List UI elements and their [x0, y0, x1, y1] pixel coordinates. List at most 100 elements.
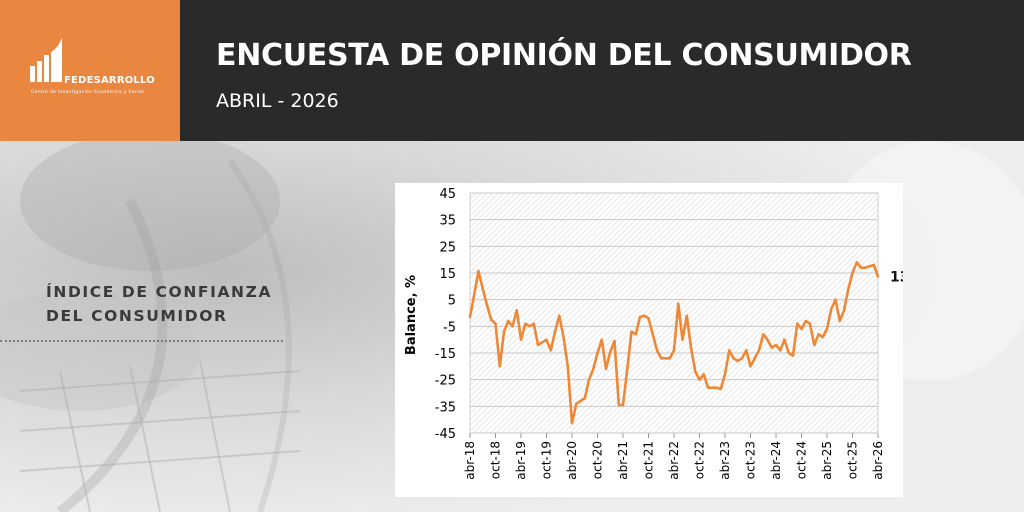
header-bar: FEDESARROLLO Centro de Investigación Eco… [0, 0, 1024, 141]
data-point [613, 339, 616, 343]
data-point [791, 354, 795, 357]
section-label-line1: ÍNDICE DE CONFIANZA [46, 283, 273, 301]
data-point [732, 357, 735, 360]
last-value-label: 13,7 [890, 269, 903, 285]
data-point [485, 303, 489, 307]
data-point [647, 317, 650, 320]
data-point [468, 315, 472, 319]
data-point [626, 367, 629, 371]
data-point [813, 343, 816, 347]
chart-card: 45 35 25 15 5 -5 -15 -25 -35 -45 abr-18 oct-18 abr-… [395, 183, 903, 497]
data-point [864, 266, 867, 269]
data-point [783, 338, 786, 341]
data-point [579, 399, 582, 403]
y-tick-label: 35 [439, 214, 456, 229]
data-point [838, 319, 841, 323]
data-point [515, 309, 518, 312]
x-axis: abr-18 oct-18 abr-19 oct-19 abr-20 oct-20 abr-… [463, 433, 885, 480]
data-point [545, 338, 548, 341]
x-tick-label: oct-25 [846, 441, 860, 479]
x-tick-label: abr-23 [718, 441, 732, 480]
x-tick-label: abr-26 [871, 441, 885, 480]
data-point [553, 330, 557, 333]
data-point [685, 314, 688, 317]
plot-area [470, 193, 878, 433]
data-point [660, 357, 663, 360]
data-point [830, 307, 833, 311]
data-point [562, 335, 565, 339]
x-tick-label: abr-22 [667, 441, 681, 480]
data-point [800, 327, 803, 331]
data-point [817, 333, 820, 336]
data-point [600, 338, 603, 341]
data-point [621, 403, 625, 407]
data-point [528, 325, 531, 328]
data-point [511, 325, 514, 328]
data-point [604, 367, 608, 371]
data-point [494, 322, 497, 325]
data-point [715, 386, 718, 389]
data-point [736, 359, 739, 363]
y-tick-label: -15 [435, 347, 456, 362]
data-point [473, 293, 476, 296]
data-point [876, 275, 880, 278]
data-point [549, 349, 552, 352]
data-point [842, 309, 846, 312]
brand-name: FEDESARROLLO [64, 75, 155, 86]
data-point [851, 271, 854, 275]
x-tick-label: oct-18 [489, 441, 503, 479]
data-point [872, 263, 875, 267]
data-point [490, 318, 493, 321]
data-point [745, 349, 748, 352]
data-point [609, 350, 612, 353]
data-point [694, 370, 697, 373]
data-point [689, 346, 693, 349]
data-point [855, 261, 858, 264]
x-tick-label: abr-24 [769, 441, 783, 480]
data-point [507, 319, 510, 323]
data-point [668, 357, 671, 360]
data-point [587, 378, 591, 381]
data-point [681, 338, 684, 341]
y-axis-label: Balance, % [404, 275, 419, 355]
data-point [808, 322, 812, 325]
data-point [766, 338, 769, 341]
series-points [468, 261, 880, 425]
data-point [702, 373, 705, 376]
x-tick-label: abr-19 [514, 441, 528, 480]
data-point [651, 333, 654, 336]
data-point [728, 349, 731, 352]
y-tick-label: 5 [448, 294, 456, 309]
data-point [541, 341, 544, 344]
data-point [583, 397, 586, 400]
y-tick-label: -35 [435, 400, 456, 415]
x-tick-label: abr-25 [820, 441, 834, 480]
data-point [804, 319, 807, 323]
data-point [796, 322, 799, 325]
data-point [774, 343, 778, 347]
data-point [821, 335, 824, 339]
data-point [477, 269, 480, 273]
x-tick-label: oct-20 [591, 441, 605, 479]
x-tick-label: abr-20 [565, 441, 579, 480]
data-point [524, 322, 527, 325]
x-tick-label: oct-22 [693, 441, 707, 479]
y-tick-label: -5 [443, 320, 456, 335]
y-tick-label: 45 [439, 187, 456, 202]
data-point [698, 378, 701, 381]
x-tick-label: oct-23 [744, 441, 758, 479]
data-point [532, 322, 535, 325]
data-point [592, 367, 595, 371]
brand-tagline: Centro de Investigación Económica y Soci… [31, 90, 144, 95]
data-point [570, 421, 574, 425]
data-point [672, 349, 676, 352]
x-tick-label: oct-19 [540, 441, 554, 479]
data-point [643, 314, 646, 317]
data-point [719, 387, 722, 391]
y-tick-label: 25 [439, 240, 456, 255]
x-tick-label: abr-18 [463, 441, 477, 480]
data-point [859, 266, 863, 269]
data-point [536, 343, 540, 347]
data-point [740, 357, 744, 360]
section-label-line2: DEL CONSUMIDOR [46, 307, 228, 325]
